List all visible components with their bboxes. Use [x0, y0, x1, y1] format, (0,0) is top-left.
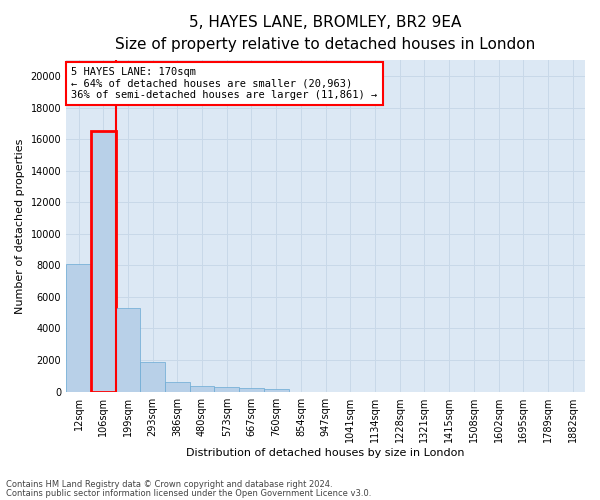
- Text: Contains public sector information licensed under the Open Government Licence v3: Contains public sector information licen…: [6, 488, 371, 498]
- Bar: [140, 362, 165, 392]
- Bar: [190, 386, 214, 392]
- Bar: [91, 132, 116, 392]
- Bar: [116, 308, 140, 392]
- Bar: [239, 388, 264, 392]
- Bar: [264, 389, 289, 392]
- Text: 5 HAYES LANE: 170sqm
← 64% of detached houses are smaller (20,963)
36% of semi-d: 5 HAYES LANE: 170sqm ← 64% of detached h…: [71, 67, 377, 100]
- Bar: [214, 388, 239, 392]
- X-axis label: Distribution of detached houses by size in London: Distribution of detached houses by size …: [187, 448, 465, 458]
- Bar: [165, 382, 190, 392]
- Title: 5, HAYES LANE, BROMLEY, BR2 9EA
Size of property relative to detached houses in : 5, HAYES LANE, BROMLEY, BR2 9EA Size of …: [115, 15, 536, 52]
- Bar: [66, 264, 91, 392]
- Y-axis label: Number of detached properties: Number of detached properties: [15, 138, 25, 314]
- Text: Contains HM Land Registry data © Crown copyright and database right 2024.: Contains HM Land Registry data © Crown c…: [6, 480, 332, 489]
